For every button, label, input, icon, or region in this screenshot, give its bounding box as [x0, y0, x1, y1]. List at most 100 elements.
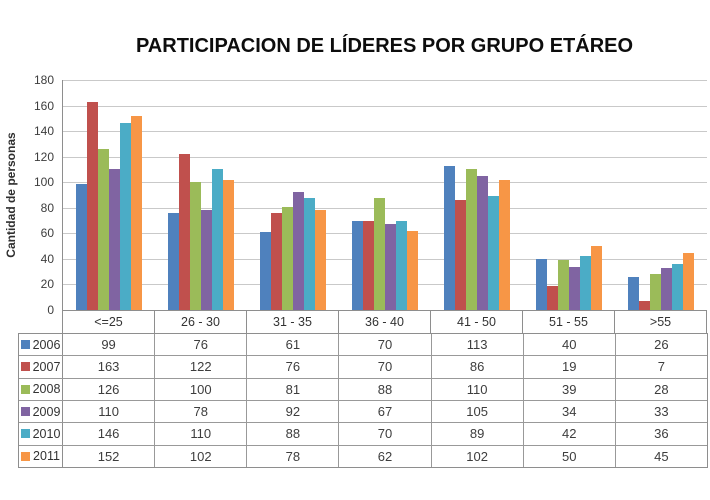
bar-2010	[212, 169, 223, 310]
bar-2010	[672, 264, 683, 310]
y-axis-ticks: 0 20 40 60 80 100 120 140 160 180	[0, 74, 54, 316]
bar-2010	[580, 256, 591, 310]
bar-2008	[374, 197, 385, 310]
legend-label-2009: 2009	[32, 404, 61, 419]
bar-2009	[201, 210, 212, 310]
category-cell: 36 - 40	[339, 311, 431, 333]
legend-swatch-2010	[20, 429, 30, 439]
category-cell: 31 - 35	[247, 311, 339, 333]
value-cell: 76	[247, 356, 340, 378]
bar-2007	[547, 285, 558, 310]
bar-2006	[444, 165, 455, 310]
bar-groups	[63, 80, 707, 310]
y-tick-label: 160	[33, 98, 54, 113]
value-cell: 102	[155, 445, 248, 467]
value-cell: 70	[339, 423, 432, 445]
bar-2010	[120, 123, 131, 310]
table-row-2009: 2009 110 78 92 67 105 34 33	[19, 400, 707, 424]
value-cell: 92	[247, 400, 340, 423]
bar-2007	[363, 220, 374, 310]
table-row-2010: 2010 146 110 88 70 89 42 36	[19, 423, 707, 446]
bar-2007	[271, 212, 282, 310]
bar-2006	[260, 232, 271, 310]
y-tick-label: 0	[47, 303, 54, 317]
value-cell: 102	[432, 445, 524, 467]
plot-area	[62, 80, 707, 310]
bar-2008	[190, 182, 201, 310]
value-cell: 78	[247, 445, 340, 467]
table-row-2007: 2007 163 122 76 70 86 19 7	[19, 356, 707, 379]
chart-title: PARTICIPACION DE LÍDERES POR GRUPO ETÁRE…	[135, 35, 634, 57]
gridline	[63, 80, 707, 81]
value-cell: 122	[155, 356, 248, 378]
bar-2009	[477, 175, 488, 310]
bar-group-<=25	[63, 80, 155, 310]
value-cell: 76	[155, 334, 248, 356]
legend-cell-2008: 2008	[19, 378, 63, 400]
gridline	[63, 182, 707, 184]
bar-2010	[488, 196, 499, 310]
category-cell: >55	[615, 311, 707, 333]
bar-group-51 - 55	[523, 80, 615, 310]
value-cell: 34	[524, 400, 616, 423]
y-tick-label: 120	[33, 149, 54, 164]
gridline	[63, 156, 707, 158]
value-cell: 163	[63, 356, 156, 378]
value-cell: 152	[63, 445, 156, 467]
x-axis-category-row: <=25 26 - 30 31 - 35 36 - 40 41 - 50 51 - 55 >…	[62, 310, 707, 333]
bar-2011	[591, 246, 602, 310]
value-cell: 7	[657, 359, 666, 375]
bar-2008	[650, 274, 661, 310]
y-tick-label: 140	[33, 124, 54, 139]
value-cell: 70	[339, 334, 432, 356]
value-cell: 26	[654, 337, 669, 353]
data-table: 2006 99 76 61 70 113 40 26 2007 163 122 76 70 86 19 7 20…	[18, 333, 708, 468]
value-cell: 100	[155, 378, 248, 400]
value-cell: 61	[247, 334, 340, 356]
bar-group-36 - 40	[339, 80, 431, 310]
y-tick-label: 100	[33, 175, 54, 190]
legend-swatch-2006	[20, 340, 30, 350]
value-cell: 88	[247, 423, 340, 445]
bar-2010	[396, 220, 407, 310]
bar-2011	[131, 115, 142, 310]
legend-label-2011: 2011	[33, 449, 60, 464]
bar-2006	[168, 212, 179, 310]
value-cell: 28	[654, 381, 669, 397]
category-cell: 51 - 55	[523, 311, 615, 333]
y-tick-label: 180	[33, 73, 54, 87]
bar-group->55	[615, 80, 707, 310]
table-row-2011: 2011 152 102 78 62 102 50 45	[19, 445, 707, 467]
legend-swatch-2007	[20, 362, 30, 372]
value-cell: 89	[432, 423, 524, 445]
legend-label-2006: 2006	[32, 337, 61, 352]
value-cell: 110	[63, 400, 156, 423]
legend-swatch-2008	[20, 384, 30, 394]
bar-2008	[98, 149, 109, 310]
y-tick-label: 40	[40, 251, 54, 266]
value-cell: 45	[654, 448, 669, 464]
bar-2011	[407, 230, 418, 310]
bar-2009	[385, 224, 396, 310]
value-cell: 88	[339, 378, 432, 400]
bar-2006	[76, 183, 87, 310]
value-cell: 105	[432, 400, 524, 423]
y-tick-label: 60	[40, 226, 54, 241]
bar-group-26 - 30	[155, 80, 247, 310]
legend-cell-2009: 2009	[19, 400, 63, 423]
bar-group-31 - 35	[247, 80, 339, 310]
bar-2007	[639, 301, 650, 310]
bar-2006	[352, 220, 363, 310]
legend-cell-2006: 2006	[19, 334, 63, 356]
value-cell: 67	[339, 400, 432, 423]
legend-cell-2011: 2011	[19, 445, 63, 467]
bar-2011	[499, 179, 510, 310]
value-cell: 50	[524, 445, 616, 467]
value-cell: 110	[155, 423, 248, 445]
value-cell: 86	[432, 356, 524, 378]
value-cell: 70	[339, 356, 432, 378]
legend-cell-2010: 2010	[19, 423, 63, 445]
bar-2007	[179, 154, 190, 310]
category-cell: 41 - 50	[431, 311, 523, 333]
legend-label-2007: 2007	[32, 359, 61, 374]
